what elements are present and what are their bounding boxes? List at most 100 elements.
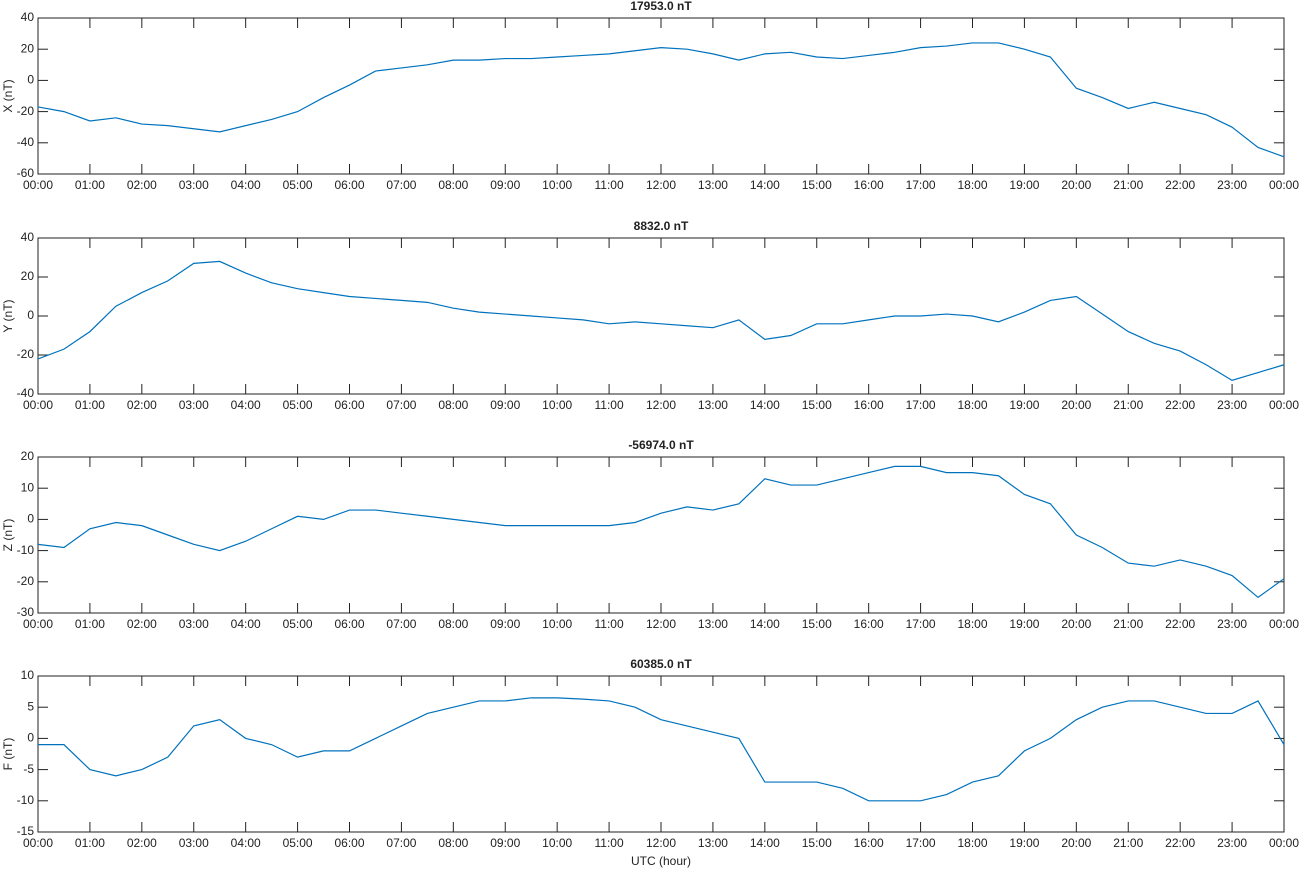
x-tick-label: 01:00 (75, 617, 105, 631)
x-tick-label: 14:00 (750, 836, 780, 850)
y-tick-label: -40 (17, 386, 35, 400)
y-tick-label: 20 (21, 269, 35, 283)
x-tick-label: 12:00 (646, 178, 676, 192)
x-tick-label: 21:00 (1113, 617, 1143, 631)
x-tick-label: 06:00 (334, 836, 364, 850)
x-tick-label: 02:00 (127, 178, 157, 192)
y-tick-label: -20 (17, 104, 35, 118)
x-tick-label: 21:00 (1113, 178, 1143, 192)
x-tick-label: 01:00 (75, 836, 105, 850)
x-tick-label: 16:00 (854, 398, 884, 412)
x-tick-label: 15:00 (802, 617, 832, 631)
x-tick-label: 19:00 (1009, 836, 1039, 850)
x-tick-label: 18:00 (957, 398, 987, 412)
x-tick-label: 04:00 (231, 617, 261, 631)
x-tick-label: 23:00 (1217, 398, 1247, 412)
x-tick-label: 10:00 (542, 836, 572, 850)
x-tick-label: 10:00 (542, 398, 572, 412)
x-tick-label: 00:00 (23, 398, 53, 412)
x-tick-label: 09:00 (490, 617, 520, 631)
x-tick-label: 18:00 (957, 617, 987, 631)
x-axis-label: UTC (hour) (631, 854, 691, 868)
x-tick-label: 02:00 (127, 398, 157, 412)
data-line (37, 260, 1285, 382)
data-line (37, 465, 1285, 599)
x-tick-label: 08:00 (438, 178, 468, 192)
x-tick-label: 11:00 (595, 178, 624, 192)
x-tick-label: 02:00 (127, 617, 157, 631)
y-tick-label: -15 (17, 824, 35, 838)
y-tick-label: 40 (21, 10, 35, 24)
x-tick-label: 03:00 (179, 398, 209, 412)
y-tick-label: 10 (21, 668, 35, 682)
x-tick-label: 05:00 (283, 836, 313, 850)
x-tick-label: 14:00 (750, 617, 780, 631)
x-tick-label: 08:00 (438, 617, 468, 631)
x-tick-label: 02:00 (127, 836, 157, 850)
x-tick-label: 10:00 (542, 178, 572, 192)
y-tick-label: -20 (17, 347, 35, 361)
x-tick-label: 00:00 (23, 617, 53, 631)
y-tick-label: -20 (17, 574, 35, 588)
x-tick-label: 15:00 (802, 178, 832, 192)
x-tick-label: 09:00 (490, 836, 520, 850)
y-tick-label: -5 (23, 762, 34, 776)
x-tick-label: 12:00 (646, 836, 676, 850)
x-tick-label: 00:00 (1269, 836, 1299, 850)
x-tick-label: 05:00 (283, 398, 313, 412)
x-tick-label: 11:00 (595, 617, 624, 631)
x-tick-label: 20:00 (1061, 617, 1091, 631)
y-tick-label: 0 (27, 512, 34, 526)
axes-box (37, 456, 1285, 614)
x-tick-label: 15:00 (802, 836, 832, 850)
chart-title: 17953.0 nT (630, 0, 692, 13)
data-line (38, 697, 1285, 802)
x-tick-label: 22:00 (1165, 836, 1195, 850)
x-tick-label: 19:00 (1009, 617, 1039, 631)
x-tick-label: 14:00 (750, 178, 780, 192)
x-tick-label: 15:00 (802, 398, 832, 412)
x-tick-label: 00:00 (1269, 178, 1299, 192)
x-tick-label: 23:00 (1217, 617, 1247, 631)
y-tick-label: 0 (27, 73, 34, 87)
axes-box (37, 675, 1285, 833)
x-tick-label: 01:00 (75, 178, 105, 192)
x-tick-label: 07:00 (386, 617, 416, 631)
x-tick-label: 18:00 (957, 178, 987, 192)
x-tick-label: 00:00 (23, 836, 53, 850)
y-tick-label: 10 (21, 480, 35, 494)
y-tick-label: -10 (17, 793, 35, 807)
x-tick-label: 04:00 (231, 398, 261, 412)
x-tick-label: 14:00 (750, 398, 780, 412)
x-tick-label: 22:00 (1165, 617, 1195, 631)
x-tick-label: 07:00 (386, 178, 416, 192)
x-tick-label: 03:00 (179, 617, 209, 631)
x-tick-label: 12:00 (646, 617, 676, 631)
x-tick-label: 22:00 (1165, 178, 1195, 192)
x-tick-label: 07:00 (386, 836, 416, 850)
y-tick-label: 40 (21, 230, 35, 244)
x-tick-label: 09:00 (490, 178, 520, 192)
x-tick-label: 13:00 (698, 398, 728, 412)
x-tick-label: 22:00 (1165, 398, 1195, 412)
x-tick-label: 06:00 (334, 178, 364, 192)
x-tick-label: 03:00 (179, 836, 209, 850)
x-tick-label: 08:00 (438, 836, 468, 850)
x-tick-label: 00:00 (1269, 617, 1299, 631)
x-tick-label: 23:00 (1217, 836, 1247, 850)
x-tick-label: 11:00 (595, 836, 624, 850)
x-tick-label: 21:00 (1113, 836, 1143, 850)
x-tick-label: 21:00 (1113, 398, 1143, 412)
x-tick-label: 17:00 (906, 398, 936, 412)
x-tick-label: 23:00 (1217, 178, 1247, 192)
x-tick-label: 10:00 (542, 617, 572, 631)
x-tick-label: 05:00 (283, 617, 313, 631)
y-axis-label: Z (nT) (1, 519, 15, 552)
y-tick-label: -60 (17, 166, 35, 180)
x-tick-label: 16:00 (854, 836, 884, 850)
x-tick-label: 16:00 (854, 617, 884, 631)
x-tick-label: 01:00 (75, 398, 105, 412)
x-tick-label: 12:00 (646, 398, 676, 412)
x-tick-label: 17:00 (906, 836, 936, 850)
chart-title: -56974.0 nT (628, 438, 694, 452)
